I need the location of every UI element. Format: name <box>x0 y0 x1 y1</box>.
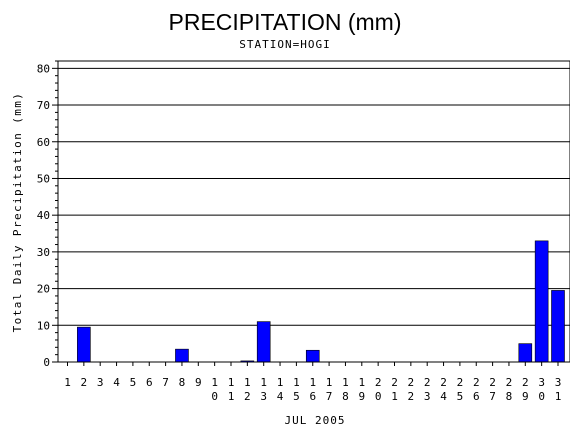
y-tick-label: 0 <box>43 356 50 369</box>
x-tick-label-5: 5 <box>130 376 137 389</box>
bar-day-16 <box>305 349 320 363</box>
y-axis-label: Total Daily Precipitation (mm) <box>11 92 24 333</box>
x-axis-label: JUL 2005 <box>285 414 346 427</box>
y-tick-label: 50 <box>37 172 50 185</box>
plot-frame <box>57 60 570 363</box>
y-tick-label: 20 <box>37 283 50 296</box>
y-tick-label: 30 <box>37 246 50 259</box>
x-tick-label-1: 1 <box>64 376 71 389</box>
bar-day-30 <box>534 240 549 363</box>
gridlines <box>58 67 570 326</box>
x-tick-label-7: 7 <box>162 376 169 389</box>
y-axis-ticks: 0 10 20 30 40 50 60 70 80 <box>37 60 58 369</box>
x-tick-label-2: 2 <box>81 376 88 389</box>
y-tick-label: 40 <box>37 209 50 222</box>
bar-day-29 <box>518 343 533 363</box>
x-tick-label-3: 3 <box>97 376 104 389</box>
x-tick-label-9: 9 <box>195 376 202 389</box>
bar-day-31 <box>551 290 565 363</box>
y-tick-label: 60 <box>37 136 50 149</box>
bar-day-2 <box>77 326 91 363</box>
bars <box>77 240 565 363</box>
y-tick-label: 80 <box>37 62 50 75</box>
y-tick-label: 70 <box>37 99 50 112</box>
bar-day-13 <box>256 321 271 363</box>
bar-day-8 <box>175 348 189 363</box>
chart-title: PRECIPITATION (mm) <box>169 9 402 35</box>
chart-subtitle: STATION=HOGI <box>239 38 330 51</box>
y-tick-label: 10 <box>37 319 50 332</box>
x-tick-label-8: 8 <box>179 376 186 389</box>
x-tick-label-4: 4 <box>113 376 120 389</box>
x-axis-ticks: 1 2 3 4 5 6 7 8 9 1 01 11 21 31 41 51 61 71 81 92 02 12 22 32 42… <box>64 362 561 403</box>
x-tick-label-6: 6 <box>146 376 153 389</box>
